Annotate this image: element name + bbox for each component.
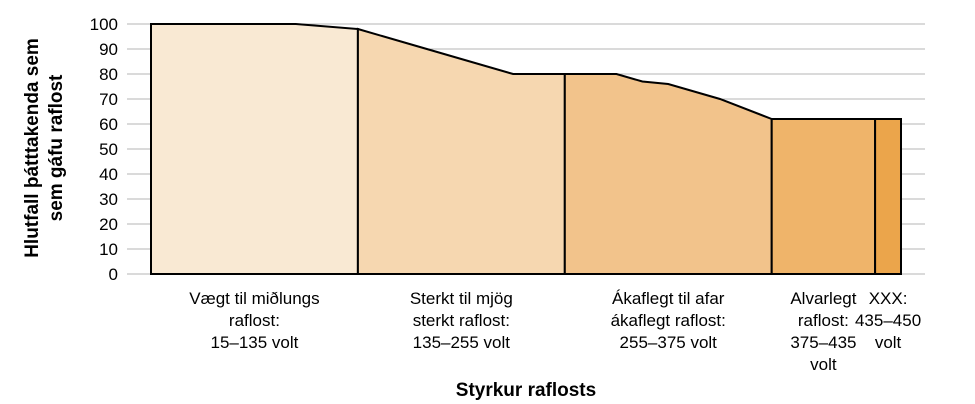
category-label-line: volt (875, 333, 902, 352)
category-label-3: Ákaflegt til afar ákaflegt raflost: 255–37… (611, 289, 726, 352)
y-tick-label: 20 (99, 215, 118, 234)
category-label-line: 15–135 volt (210, 333, 298, 352)
y-tick-label: 30 (99, 190, 118, 209)
y-tick-label: 70 (99, 90, 118, 109)
category-label-line: ákaflegt raflost: (611, 311, 726, 330)
x-axis-title: Styrkur raflosts (456, 380, 596, 401)
category-label-line: Ákaflegt til afar (612, 289, 725, 308)
y-tick-label: 50 (99, 140, 118, 159)
band-3 (563, 73, 773, 275)
y-tick-label: 0 (109, 265, 118, 284)
band-layer (150, 23, 902, 275)
band-2 (356, 27, 566, 275)
category-label-line: 375–435 (790, 333, 856, 352)
y-tick-label: 80 (99, 65, 118, 84)
band-5 (874, 118, 902, 275)
y-axis-title: Hlutfall þátttakenda sem sem gáfu raflost (22, 38, 67, 258)
y-tick-layer: 0 10 20 30 40 50 60 70 80 90 100 (90, 15, 118, 284)
y-tick-label: 100 (90, 15, 118, 34)
y-tick-label: 60 (99, 115, 118, 134)
category-label-line: Sterkt til mjög (410, 289, 513, 308)
y-axis-title-line: Hlutfall þátttakenda sem (22, 38, 43, 258)
category-label-line: 435–450 (855, 311, 921, 330)
category-label-4: Alvarlegt raflost: 375–435 volt (790, 289, 856, 374)
category-label-layer: Vægt til miðlungs raflost: 15–135 volt Ster… (189, 289, 921, 374)
category-label-line: raflost: (798, 311, 849, 330)
category-label-line: sterkt raflost: (413, 311, 510, 330)
category-label-line: 135–255 volt (413, 333, 511, 352)
y-tick-label: 10 (99, 240, 118, 259)
category-label-line: XXX: (869, 289, 908, 308)
category-label-line: 255–375 volt (620, 333, 718, 352)
category-label-line: Vægt til miðlungs (189, 289, 319, 308)
y-tick-label: 90 (99, 40, 118, 59)
y-tick-label: 40 (99, 165, 118, 184)
category-label-1: Vægt til miðlungs raflost: 15–135 volt (189, 289, 319, 352)
category-label-5: XXX: 435–450 volt (855, 289, 921, 352)
y-axis-title-line: sem gáfu raflost (46, 74, 67, 221)
category-label-line: volt (810, 355, 837, 374)
band-4 (770, 118, 877, 275)
category-label-2: Sterkt til mjög sterkt raflost: 135–255 vo… (410, 289, 513, 352)
band-1 (150, 23, 359, 275)
category-label-line: raflost: (229, 311, 280, 330)
category-label-line: Alvarlegt (790, 289, 856, 308)
